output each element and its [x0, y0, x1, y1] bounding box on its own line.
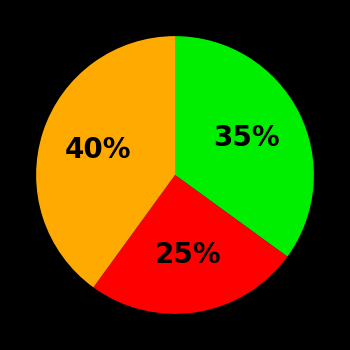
Wedge shape [93, 175, 287, 314]
Wedge shape [36, 36, 175, 287]
Wedge shape [175, 36, 314, 257]
Text: 40%: 40% [65, 136, 132, 164]
Text: 25%: 25% [154, 240, 221, 268]
Text: 35%: 35% [214, 125, 280, 153]
